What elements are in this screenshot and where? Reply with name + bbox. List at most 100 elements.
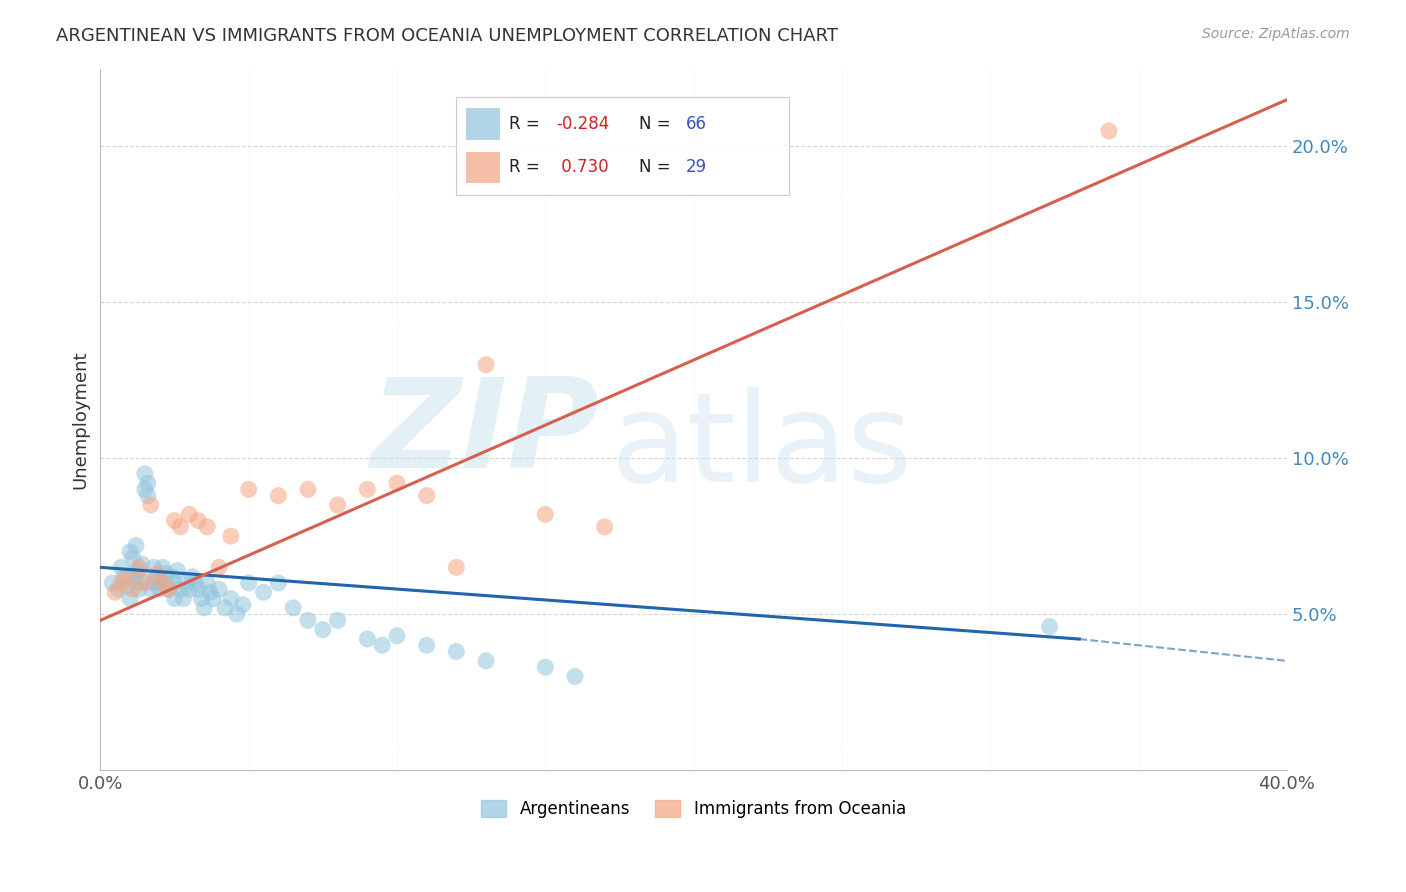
Point <box>128 564 150 578</box>
Point <box>128 560 150 574</box>
Point <box>115 570 138 584</box>
Point <box>238 576 260 591</box>
Point <box>176 576 198 591</box>
Point <box>145 566 167 581</box>
Point <box>202 591 225 606</box>
Point <box>356 483 378 497</box>
Point <box>142 560 165 574</box>
Point <box>152 576 174 591</box>
Point <box>198 585 221 599</box>
Point <box>163 576 186 591</box>
Point <box>187 582 209 597</box>
Text: Source: ZipAtlas.com: Source: ZipAtlas.com <box>1202 27 1350 41</box>
Point <box>219 529 242 543</box>
Point <box>149 576 172 591</box>
Point <box>326 498 349 512</box>
Point <box>475 654 498 668</box>
Point <box>326 613 349 627</box>
Point <box>195 520 218 534</box>
Point <box>534 508 557 522</box>
Point <box>193 600 215 615</box>
Point <box>145 570 167 584</box>
Point <box>118 591 141 606</box>
Point <box>163 591 186 606</box>
Point <box>187 514 209 528</box>
Point <box>225 607 247 621</box>
Point <box>169 582 191 597</box>
Point <box>115 579 138 593</box>
Point <box>157 582 180 597</box>
Point <box>297 483 319 497</box>
Point <box>179 582 201 597</box>
Point <box>214 600 236 615</box>
Point <box>152 560 174 574</box>
Point <box>131 573 153 587</box>
Point <box>415 489 437 503</box>
Point <box>195 576 218 591</box>
Point <box>128 582 150 597</box>
Point <box>163 514 186 528</box>
Point <box>118 545 141 559</box>
Point <box>134 576 156 591</box>
Point <box>166 564 188 578</box>
Point <box>385 476 408 491</box>
Point <box>312 623 335 637</box>
Point <box>297 613 319 627</box>
Point <box>110 560 132 574</box>
Point <box>104 585 127 599</box>
Point <box>1098 124 1121 138</box>
Point <box>238 483 260 497</box>
Point <box>190 591 212 606</box>
Point <box>107 582 129 597</box>
Legend: Argentineans, Immigrants from Oceania: Argentineans, Immigrants from Oceania <box>475 793 912 825</box>
Point <box>564 669 586 683</box>
Point <box>267 576 290 591</box>
Y-axis label: Unemployment: Unemployment <box>72 350 89 489</box>
Point <box>125 576 148 591</box>
Point <box>149 582 172 597</box>
Point <box>136 489 159 503</box>
Point <box>1039 619 1062 633</box>
Point <box>169 520 191 534</box>
Point <box>131 558 153 572</box>
Point <box>136 476 159 491</box>
Point <box>283 600 305 615</box>
Point <box>155 566 177 581</box>
Point <box>356 632 378 646</box>
Point <box>208 560 231 574</box>
Point <box>122 566 145 581</box>
Point <box>219 591 242 606</box>
Point <box>208 582 231 597</box>
Point <box>475 358 498 372</box>
Point <box>142 576 165 591</box>
Point <box>446 644 468 658</box>
Point <box>101 576 124 591</box>
Point <box>134 483 156 497</box>
Point <box>122 582 145 597</box>
Point <box>157 582 180 597</box>
Point <box>232 598 254 612</box>
Point <box>112 570 135 584</box>
Point <box>139 582 162 597</box>
Point <box>184 576 207 591</box>
Point <box>267 489 290 503</box>
Point <box>125 539 148 553</box>
Point <box>534 660 557 674</box>
Point <box>110 576 132 591</box>
Text: ZIP: ZIP <box>370 373 599 494</box>
Point <box>160 570 183 584</box>
Point <box>139 498 162 512</box>
Point <box>179 508 201 522</box>
Text: atlas: atlas <box>610 387 912 508</box>
Point <box>252 585 274 599</box>
Point <box>134 467 156 481</box>
Point <box>181 570 204 584</box>
Point <box>385 629 408 643</box>
Text: ARGENTINEAN VS IMMIGRANTS FROM OCEANIA UNEMPLOYMENT CORRELATION CHART: ARGENTINEAN VS IMMIGRANTS FROM OCEANIA U… <box>56 27 838 45</box>
Point <box>593 520 616 534</box>
Point <box>122 551 145 566</box>
Point <box>446 560 468 574</box>
Point <box>371 638 394 652</box>
Point <box>415 638 437 652</box>
Point <box>172 591 194 606</box>
